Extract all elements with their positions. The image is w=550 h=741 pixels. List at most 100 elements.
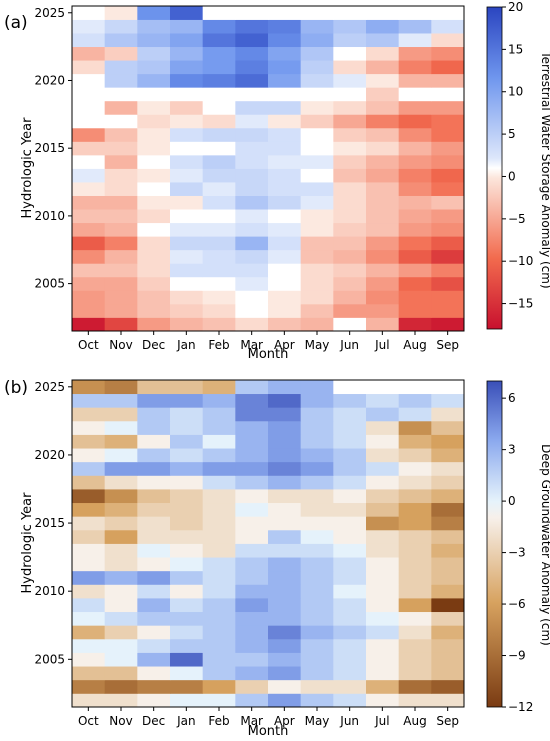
heatmap-cell <box>431 141 465 156</box>
heatmap-cell <box>104 6 138 20</box>
heatmap-cell <box>137 154 171 169</box>
heatmap-cell <box>398 516 432 531</box>
heatmap-cell <box>268 475 302 490</box>
heatmap-cell <box>104 502 138 517</box>
heatmap-cell <box>235 461 269 476</box>
panel-a-ylabel: Hydrologic Year <box>20 117 35 219</box>
heatmap-cell <box>300 461 334 476</box>
heatmap-cell <box>431 19 465 34</box>
heatmap-cell <box>398 529 432 544</box>
heatmap-cell <box>72 529 106 544</box>
heatmap-cell <box>104 598 138 613</box>
heatmap-cell <box>431 625 465 640</box>
heatmap-cell <box>333 182 367 196</box>
x-tick-label: May <box>305 338 330 352</box>
heatmap-cell <box>72 33 106 48</box>
heatmap-cell <box>333 6 367 20</box>
heatmap-cell <box>137 611 171 626</box>
x-tick-label: Jun <box>339 338 359 352</box>
heatmap-cell <box>72 276 106 291</box>
heatmap-cell <box>137 236 171 251</box>
heatmap-cell <box>235 679 269 694</box>
heatmap-cell <box>333 127 367 142</box>
heatmap-cell <box>72 182 106 196</box>
heatmap-cell <box>366 222 400 237</box>
heatmap-cell <box>333 598 367 613</box>
heatmap-cell <box>137 168 171 183</box>
heatmap-cell <box>137 19 171 34</box>
heatmap-cell <box>431 127 465 142</box>
heatmap-cell <box>398 249 432 264</box>
heatmap-cell <box>431 276 465 291</box>
x-tick-label: Jan <box>176 714 196 728</box>
heatmap-cell <box>431 33 465 48</box>
heatmap-cell <box>268 141 302 156</box>
heatmap-cell <box>333 87 367 102</box>
y-axis-a: 2005 2010 2015 2020 2025 <box>34 6 72 291</box>
heatmap-cell <box>170 114 204 129</box>
heatmap-cell <box>235 154 269 169</box>
panel-a-label: (a) <box>4 13 28 33</box>
heatmap-cell <box>137 666 171 681</box>
heatmap-cell <box>202 529 236 544</box>
heatmap-cell <box>431 100 465 115</box>
heatmap-cell <box>235 317 269 332</box>
colorbar-tick-label: 0 <box>508 494 516 508</box>
heatmap-cell <box>202 114 236 129</box>
heatmap-cell <box>202 407 236 422</box>
heatmap-cell <box>333 249 367 264</box>
heatmap-cell <box>300 60 334 75</box>
heatmap-cell <box>170 420 204 435</box>
heatmap-cell <box>202 475 236 490</box>
heatmap-cell <box>235 276 269 291</box>
heatmap-cell <box>300 380 334 395</box>
heatmap-cell <box>431 73 465 88</box>
heatmap-cell <box>300 448 334 463</box>
heatmap-cell <box>202 182 236 196</box>
heatmap-cell <box>300 516 334 531</box>
heatmap-cell <box>398 598 432 613</box>
heatmap-cell <box>235 625 269 640</box>
heatmap-cell <box>398 502 432 517</box>
heatmap-cell <box>333 502 367 517</box>
heatmap-cell <box>398 420 432 435</box>
heatmap-cell <box>170 87 204 102</box>
heatmap-cell <box>235 448 269 463</box>
heatmap-cell <box>333 209 367 224</box>
heatmap-cell <box>268 60 302 75</box>
heatmap-cell <box>202 652 236 667</box>
heatmap-cell <box>333 222 367 237</box>
heatmap-cell <box>235 652 269 667</box>
heatmap-cell <box>333 529 367 544</box>
heatmap-cell <box>104 141 138 156</box>
heatmap-cell <box>170 154 204 169</box>
heatmap-cell <box>300 489 334 504</box>
heatmap-cell <box>268 249 302 264</box>
heatmap-cell <box>268 652 302 667</box>
y-tick-label: 2005 <box>34 652 65 666</box>
colorbar-b-ticks: −12 −9 −6 −3 0 3 6 <box>502 391 533 714</box>
heatmap-cell <box>235 598 269 613</box>
heatmap-cell <box>300 529 334 544</box>
heatmap-cell <box>268 182 302 196</box>
heatmap-cell <box>170 543 204 558</box>
heatmap-cell <box>170 407 204 422</box>
heatmap-cell <box>398 693 432 708</box>
heatmap-cell <box>170 276 204 291</box>
colorbar-tick-label: −3 <box>508 546 526 560</box>
heatmap-cell <box>170 182 204 196</box>
heatmap-cell <box>300 222 334 237</box>
heatmap-cell <box>170 168 204 183</box>
heatmap-cell <box>235 100 269 115</box>
heatmap-cell <box>300 652 334 667</box>
heatmap-cell <box>398 557 432 572</box>
heatmap-cell <box>170 434 204 449</box>
heatmap-cell <box>431 557 465 572</box>
heatmap-cell <box>72 557 106 572</box>
heatmap-cell <box>72 434 106 449</box>
heatmap-cell <box>268 666 302 681</box>
heatmap-cell <box>268 584 302 599</box>
heatmap-cell <box>431 60 465 75</box>
heatmap-cell <box>300 236 334 251</box>
heatmap-a-cells <box>72 6 465 332</box>
